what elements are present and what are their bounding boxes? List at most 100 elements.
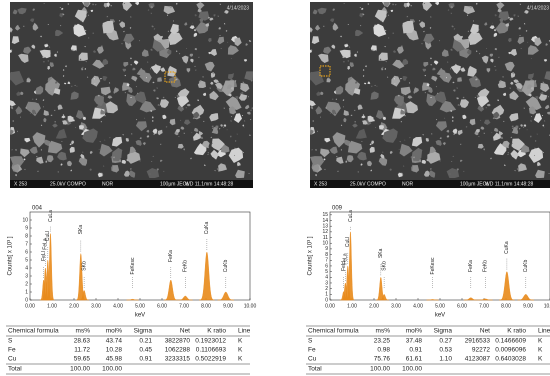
particle	[199, 18, 204, 23]
peak-label: SKb	[81, 261, 87, 271]
particle	[146, 129, 150, 133]
particle	[369, 146, 375, 153]
particle	[324, 137, 331, 143]
particle	[235, 169, 245, 178]
particle	[85, 61, 87, 63]
particle	[342, 61, 345, 63]
particle	[359, 13, 363, 18]
particle	[323, 46, 332, 54]
particle	[204, 61, 215, 72]
particle	[310, 156, 325, 169]
particle	[36, 155, 38, 157]
particle	[400, 121, 402, 123]
particle	[75, 127, 77, 129]
table-cell: 0.53	[439, 347, 452, 354]
particle	[43, 139, 51, 147]
particle	[190, 58, 194, 63]
particle	[436, 119, 438, 121]
particle	[373, 23, 387, 37]
table-cell: K	[238, 347, 243, 354]
particle	[128, 170, 136, 178]
particle	[250, 109, 252, 111]
particle	[177, 88, 190, 99]
particle	[353, 88, 361, 95]
particle	[493, 127, 499, 132]
particle	[526, 129, 528, 131]
particle	[235, 80, 237, 82]
particle	[447, 61, 449, 63]
table-header: Net	[180, 328, 190, 335]
peak	[46, 233, 55, 301]
particle	[31, 109, 36, 115]
particle	[94, 83, 96, 85]
particle	[102, 58, 109, 66]
particle	[513, 79, 519, 84]
particle	[193, 143, 207, 156]
particle	[191, 132, 193, 133]
x-tick-label: 0.00	[325, 303, 335, 309]
particle	[146, 135, 150, 138]
particle	[402, 94, 404, 96]
y-tick-label: 6	[325, 263, 328, 269]
table-cell: Cu	[308, 356, 317, 363]
particle	[483, 132, 485, 134]
particle	[355, 128, 367, 139]
particle	[223, 124, 227, 127]
particle	[78, 157, 88, 166]
particle	[347, 24, 349, 25]
particle	[234, 37, 242, 47]
table-cell: 37.48	[406, 338, 423, 345]
particle	[362, 120, 368, 125]
particle	[412, 156, 415, 159]
particle	[18, 93, 20, 95]
particle	[324, 168, 326, 171]
particle	[156, 168, 159, 171]
particle	[30, 18, 35, 23]
table-cell: 4123087	[465, 356, 491, 363]
particle	[479, 53, 481, 55]
particle	[387, 76, 389, 78]
particle	[152, 81, 155, 84]
particle	[152, 120, 154, 122]
particle	[136, 119, 138, 121]
particle	[181, 55, 189, 64]
peak	[178, 295, 193, 301]
particle	[343, 3, 345, 4]
particle	[126, 158, 129, 162]
particle	[67, 160, 72, 167]
particle	[35, 98, 37, 100]
particle	[194, 48, 198, 51]
particle	[244, 8, 247, 10]
particle	[109, 4, 111, 6]
particle	[492, 22, 493, 24]
particle	[509, 90, 519, 101]
particle	[423, 170, 430, 177]
particle	[397, 46, 404, 54]
particle	[500, 136, 504, 139]
particle	[405, 2, 410, 8]
particle	[494, 48, 498, 51]
particle	[218, 27, 221, 30]
particle	[311, 36, 320, 44]
particle	[359, 6, 361, 8]
particle	[419, 21, 426, 28]
particle	[345, 160, 348, 163]
y-tick-label: 7	[25, 241, 28, 247]
particle	[138, 159, 141, 162]
image-bar	[310, 180, 550, 188]
peak-label: SKa	[78, 225, 84, 235]
y-tick-label: 3	[25, 273, 28, 279]
particle	[248, 40, 251, 42]
particle	[207, 154, 209, 155]
particle	[109, 137, 111, 139]
particle	[230, 57, 232, 60]
particle	[375, 127, 377, 129]
x-tick-label: 9.00	[523, 303, 533, 309]
particle	[342, 99, 345, 101]
peak-label: CuLl	[45, 231, 51, 241]
particle	[47, 66, 50, 70]
particle	[316, 91, 321, 96]
particle	[97, 46, 104, 54]
particle	[201, 140, 210, 149]
